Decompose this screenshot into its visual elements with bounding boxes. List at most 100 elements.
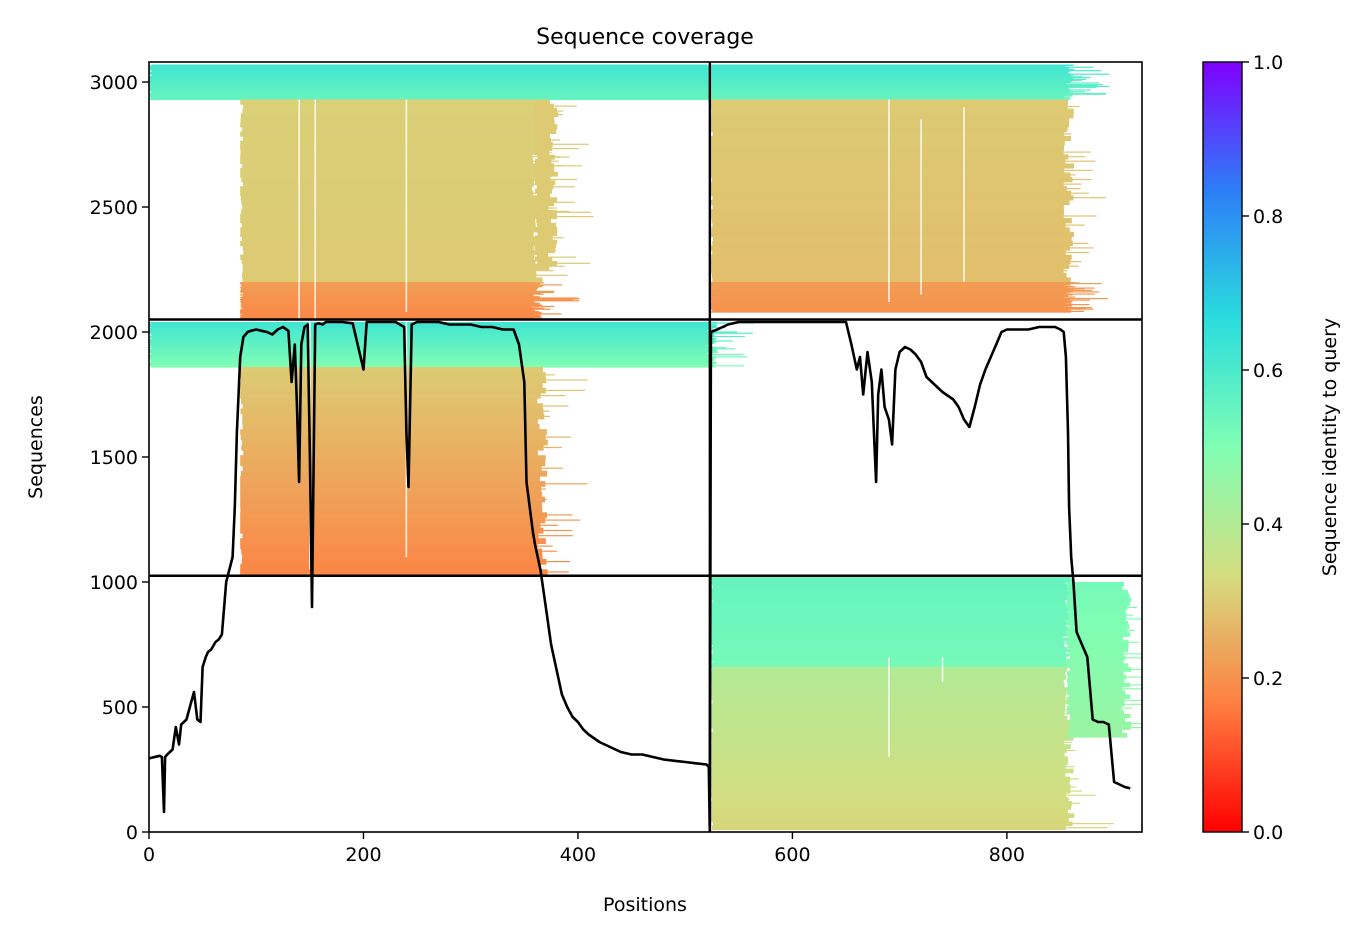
coverage-strip bbox=[242, 419, 538, 425]
coverage-strip bbox=[242, 236, 542, 241]
coverage-strip bbox=[240, 232, 534, 237]
coverage-strip bbox=[243, 268, 536, 273]
coverage-strip bbox=[711, 255, 1071, 260]
coverage-fringe bbox=[554, 106, 577, 107]
coverage-strip bbox=[1067, 660, 1124, 665]
coverage-fringe bbox=[557, 216, 593, 217]
coverage-strip bbox=[711, 214, 1064, 219]
coverage-fringe bbox=[1122, 708, 1133, 709]
coverage-strip bbox=[535, 108, 557, 113]
coverage-strip bbox=[711, 109, 1074, 114]
y-tick-label: 0 bbox=[126, 822, 138, 844]
coverage-strip bbox=[537, 193, 550, 198]
coverage-strip bbox=[710, 801, 1072, 806]
coverage-fringe bbox=[1074, 815, 1075, 816]
coverage-strip bbox=[537, 104, 554, 109]
coverage-fringe bbox=[540, 306, 554, 307]
coverage-strip bbox=[240, 218, 535, 223]
coverage-strip bbox=[241, 409, 544, 415]
coverage-strip bbox=[240, 145, 536, 150]
coverage-fringe bbox=[1071, 786, 1076, 787]
coverage-fringe bbox=[1066, 225, 1085, 226]
coverage-strip bbox=[243, 104, 542, 109]
coverage-fringe bbox=[1124, 653, 1144, 654]
coverage-strip bbox=[710, 173, 1070, 178]
coverage-strip bbox=[536, 219, 551, 224]
coverage-strip bbox=[710, 268, 1064, 273]
coverage-strip bbox=[241, 195, 540, 200]
coverage-fringe bbox=[544, 416, 550, 417]
y-tick-label: 3000 bbox=[90, 72, 138, 94]
coverage-fringe bbox=[546, 379, 587, 380]
coverage-fringe bbox=[1128, 630, 1135, 631]
coverage-strip bbox=[240, 383, 542, 389]
coverage-strip bbox=[242, 440, 548, 446]
coverage-strip bbox=[710, 813, 1074, 818]
coverage-strip bbox=[710, 781, 1070, 786]
coverage-fringe bbox=[538, 303, 540, 304]
coverage-strip bbox=[1069, 648, 1128, 653]
coverage-strip bbox=[535, 151, 549, 156]
x-tick-label: 200 bbox=[345, 844, 381, 866]
plot-area bbox=[149, 62, 1172, 832]
coverage-strip bbox=[712, 700, 1074, 705]
coverage-fringe bbox=[717, 347, 727, 348]
coverage-strip bbox=[240, 214, 539, 219]
coverage-strip bbox=[243, 466, 542, 472]
coverage-region bbox=[240, 282, 580, 320]
coverage-fringe bbox=[1067, 82, 1100, 83]
coverage-fringe bbox=[543, 530, 572, 531]
coverage-fringe bbox=[553, 237, 564, 238]
coverage-strip bbox=[240, 492, 542, 498]
coverage-strip bbox=[710, 679, 1064, 684]
coverage-fringe bbox=[1066, 766, 1075, 767]
coverage-strip bbox=[1069, 652, 1124, 657]
coverage-strip bbox=[710, 113, 1074, 118]
coverage-fringe bbox=[544, 411, 550, 412]
coverage-fringe bbox=[1072, 74, 1110, 75]
coverage-fringe bbox=[541, 395, 566, 396]
coverage-fringe bbox=[1126, 615, 1133, 616]
coverage-strip bbox=[241, 150, 538, 155]
coverage-strip bbox=[240, 497, 545, 503]
coverage-strip bbox=[241, 445, 544, 451]
coverage-strip bbox=[240, 517, 545, 523]
coverage-fringe bbox=[1126, 657, 1166, 658]
coverage-strip bbox=[241, 377, 546, 383]
coverage-strip bbox=[710, 744, 1070, 749]
coverage-fringe bbox=[1067, 84, 1103, 85]
coverage-strip bbox=[240, 429, 547, 435]
coverage-fringe bbox=[548, 208, 556, 209]
coverage-fringe bbox=[546, 437, 571, 438]
coverage-strip bbox=[1069, 729, 1123, 734]
coverage-strip bbox=[538, 117, 555, 122]
colorbar-label: Sequence identity to query bbox=[1319, 318, 1341, 576]
coverage-strip bbox=[243, 246, 534, 251]
coverage-strip bbox=[240, 507, 542, 513]
coverage-strip bbox=[240, 393, 541, 399]
coverage-fringe bbox=[541, 525, 558, 526]
coverage-fringe bbox=[546, 374, 555, 375]
coverage-strip bbox=[712, 177, 1073, 182]
coverage-region bbox=[710, 65, 1110, 101]
colorbar: 0.00.20.40.60.81.0 Sequence identity to … bbox=[1203, 52, 1341, 844]
coverage-fringe bbox=[1066, 67, 1093, 68]
coverage-strip bbox=[240, 512, 547, 518]
y-tick-label: 500 bbox=[102, 697, 138, 719]
coverage-fringe bbox=[538, 546, 553, 547]
coverage-strip bbox=[535, 257, 552, 262]
coverage-strip bbox=[1068, 582, 1124, 587]
coverage-fringe bbox=[1070, 288, 1095, 289]
coverage-region bbox=[1067, 582, 1172, 738]
coverage-fringe bbox=[551, 140, 560, 141]
coverage-fringe bbox=[1064, 742, 1072, 743]
coverage-strip bbox=[710, 756, 1068, 761]
coverage-strip bbox=[242, 163, 542, 168]
coverage-fringe bbox=[1066, 252, 1090, 253]
coverage-fringe bbox=[542, 468, 563, 469]
coverage-strip bbox=[535, 240, 557, 245]
coverage-fringe bbox=[1071, 261, 1082, 262]
coverage-strip bbox=[538, 155, 555, 160]
coverage-strip bbox=[538, 231, 558, 236]
